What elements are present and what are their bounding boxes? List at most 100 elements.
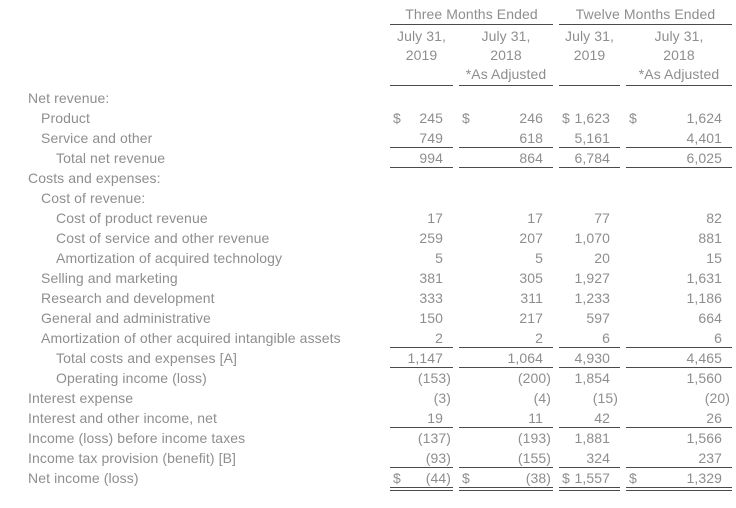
value-cell: (3): [390, 388, 453, 408]
value-cell: 6: [626, 328, 732, 348]
cell-value: 1,566: [686, 430, 722, 446]
cell-value: 246: [519, 110, 543, 126]
value-cell: 82: [626, 208, 732, 228]
cell-value: 237: [698, 450, 722, 466]
row-label: Cost of revenue:: [41, 190, 146, 206]
column-header-line: July 31,: [481, 28, 531, 44]
value-cell: $ 1,624: [626, 108, 732, 128]
cell-value: 311: [520, 290, 543, 306]
table-row: Net income (loss) $ (44) $ (38) $ 1,557 …: [0, 468, 736, 491]
value-cell: (93): [390, 448, 453, 468]
cell-value: 4,401: [686, 130, 722, 146]
cell-value: 324: [586, 450, 610, 466]
column-header-line: 2019: [573, 47, 606, 63]
cell-value: 19: [427, 410, 443, 426]
cell-value: 1,631: [686, 270, 722, 286]
column-header-three-months-2019: July 31, 2019: [390, 27, 453, 86]
row-label: Cost of product revenue: [56, 210, 208, 226]
value-cell: 1,631: [626, 268, 732, 288]
cell-value: (93): [425, 450, 451, 466]
row-label: Selling and marketing: [41, 270, 178, 286]
column-header-line: July 31,: [564, 28, 615, 44]
col-group-three-months-label: Three Months Ended: [390, 5, 553, 25]
cell-value: 1,854: [574, 370, 610, 386]
value-cell: 994: [390, 148, 453, 168]
value-cell: 749: [390, 128, 453, 148]
value-cell: $ 1,557: [559, 468, 620, 491]
table-row: Income (loss) before income taxes (137) …: [0, 428, 736, 448]
value-cell: 6,784: [559, 148, 620, 168]
column-header-line: [559, 65, 620, 84]
table-row: Total costs and expenses [A] 1,147 1,064…: [0, 348, 736, 368]
column-header-three-months-2018: July 31, 2018 *As Adjusted: [459, 27, 553, 86]
column-header-line: 2019: [405, 47, 438, 63]
cell-value: 5,161: [574, 130, 610, 146]
table-row: Cost of service and other revenue 259 20…: [0, 228, 736, 248]
cell-value: 305: [519, 270, 543, 286]
table-row: Costs and expenses:: [0, 168, 736, 188]
value-cell: (20): [626, 388, 732, 408]
cell-value: 5: [535, 250, 543, 266]
value-cell: 1,560: [626, 368, 732, 388]
value-cell: 618: [459, 128, 553, 148]
cell-value: 26: [706, 410, 722, 426]
row-label: Total costs and expenses [A]: [56, 350, 238, 366]
table-row: Cost of product revenue 17 17 77 82: [0, 208, 736, 228]
value-cell: [390, 88, 453, 108]
value-cell: $ (44): [390, 468, 453, 491]
table-row: Service and other 749 618 5,161 4,401: [0, 128, 736, 148]
table-row: Product $ 245 $ 246 $ 1,623 $ 1,624: [0, 108, 736, 128]
row-label: Interest expense: [28, 390, 134, 406]
value-cell: (4): [459, 388, 553, 408]
cell-value: (137): [417, 430, 451, 446]
value-cell: (155): [459, 448, 553, 468]
table-body: Net revenue: Product $ 245 $ 246 $ 1: [0, 88, 736, 491]
value-cell: 17: [390, 208, 453, 228]
value-cell: 5: [459, 248, 553, 268]
value-cell: 1,147: [390, 348, 453, 368]
value-cell: 15: [626, 248, 732, 268]
value-cell: $ 1,329: [626, 468, 732, 491]
value-cell: 1,927: [559, 268, 620, 288]
value-cell: 11: [459, 408, 553, 428]
value-cell: $ 1,623: [559, 108, 620, 128]
cell-value: 4,465: [686, 350, 722, 366]
row-label: Interest and other income, net: [28, 410, 217, 426]
value-cell: 2: [390, 328, 453, 348]
cell-value: 207: [519, 230, 543, 246]
value-cell: (153): [390, 368, 453, 388]
cell-value: (193): [517, 430, 551, 446]
row-label: Net income (loss): [28, 470, 139, 486]
header-spacer: [0, 27, 384, 47]
value-cell: 305: [459, 268, 553, 288]
dollar-sign: $: [562, 110, 570, 126]
value-cell: 26: [626, 408, 732, 428]
value-cell: [390, 188, 453, 208]
value-cell: (15): [559, 388, 620, 408]
row-label: General and administrative: [41, 310, 211, 326]
cell-value: (155): [517, 450, 551, 466]
cell-value: 17: [527, 210, 543, 226]
column-header-line: July 31,: [654, 28, 704, 44]
cell-value: (200): [517, 370, 551, 386]
value-cell: 19: [390, 408, 453, 428]
row-label: Net revenue:: [28, 90, 110, 106]
value-cell: (193): [459, 428, 553, 448]
cell-value: 994: [419, 150, 443, 166]
value-cell: 664: [626, 308, 732, 328]
value-cell: 217: [459, 308, 553, 328]
row-label: Amortization of other acquired intangibl…: [41, 330, 341, 346]
column-header-line: *As Adjusted: [638, 66, 720, 82]
row-label: Product: [41, 110, 90, 126]
value-cell: 4,930: [559, 348, 620, 368]
column-header-line: [390, 65, 453, 84]
table-row: Total net revenue 994 864 6,784 6,025: [0, 148, 736, 168]
dollar-sign: $: [393, 470, 401, 486]
value-cell: 1,566: [626, 428, 732, 448]
value-cell: 1,854: [559, 368, 620, 388]
value-cell: 5,161: [559, 128, 620, 148]
cell-value: 664: [698, 310, 722, 326]
cell-value: 5: [435, 250, 443, 266]
dollar-sign: $: [562, 470, 570, 486]
cell-value: (38): [525, 470, 551, 486]
